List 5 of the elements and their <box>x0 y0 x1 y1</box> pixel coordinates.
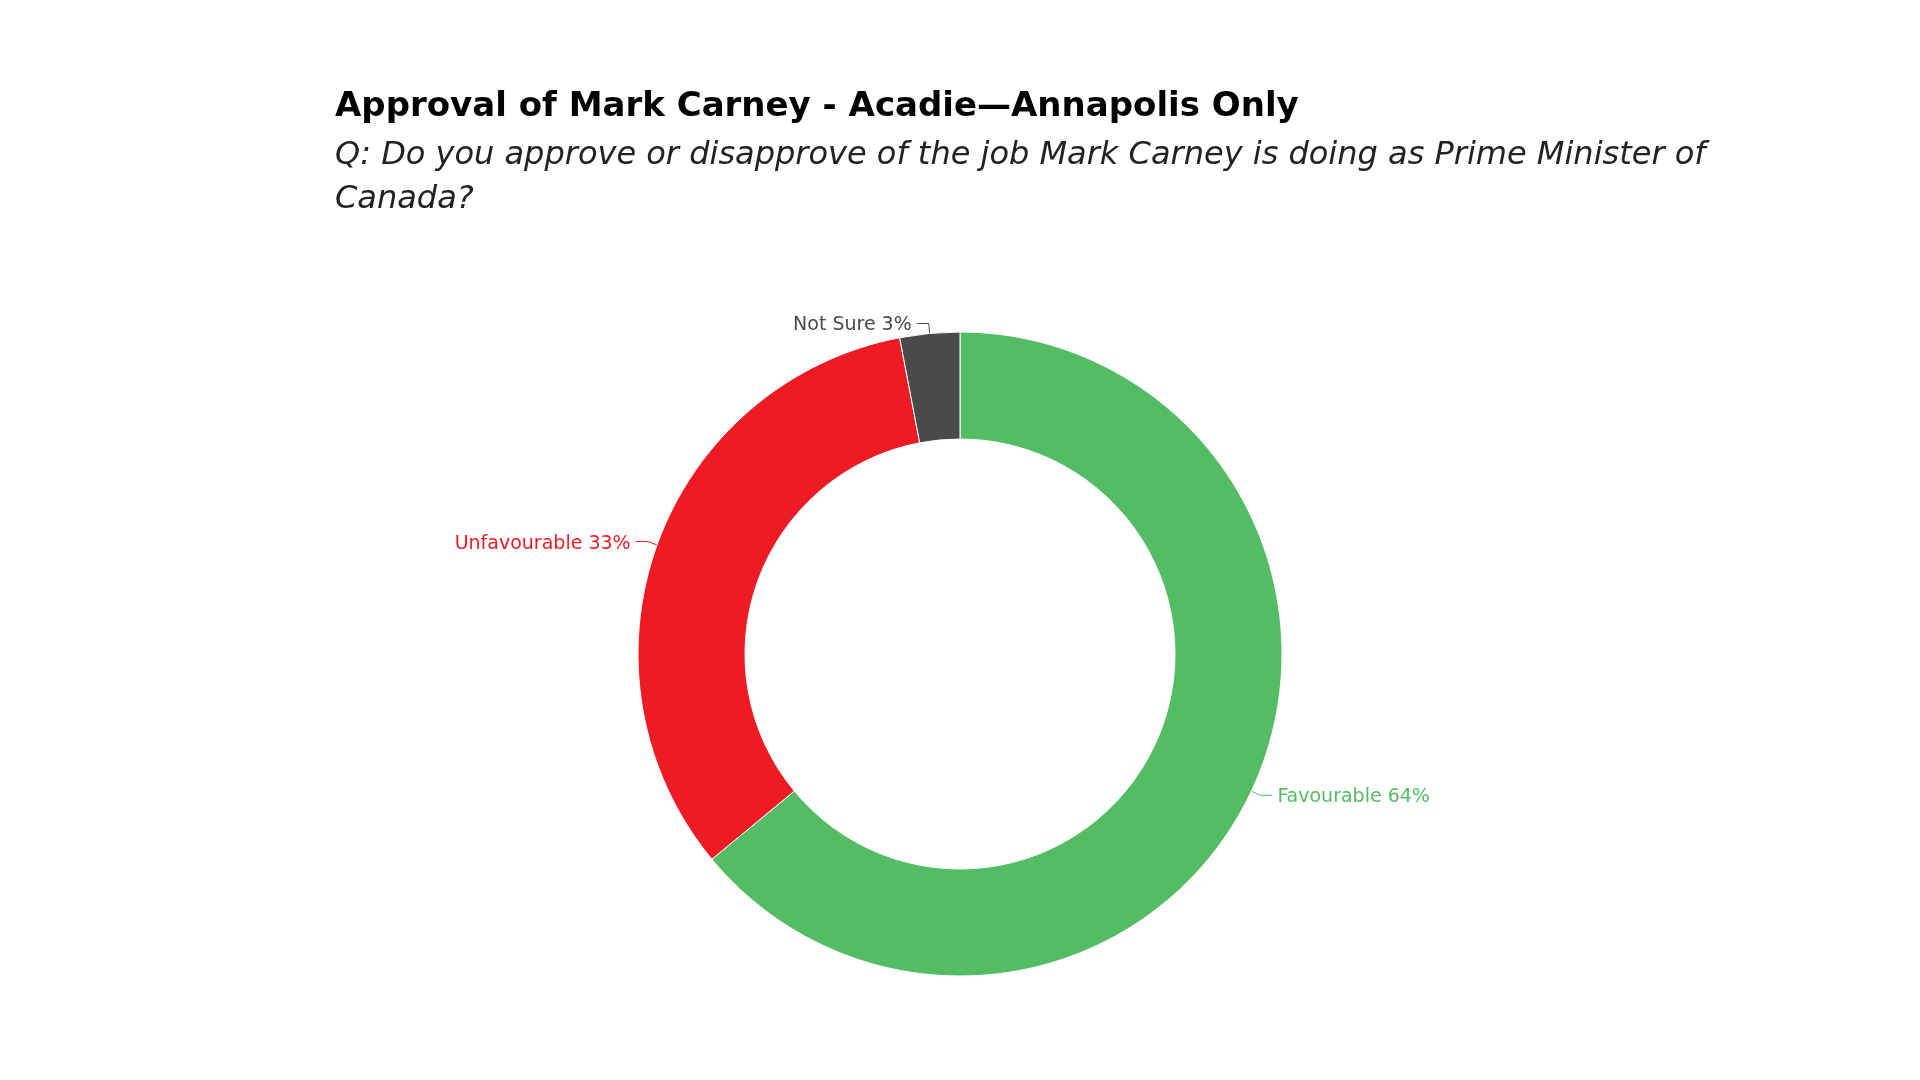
chart-subtitle: Q: Do you approve or disapprove of the job Mark Carney is doing as Prime Minister of Canada? <box>335 134 1716 216</box>
slice-label: Not Sure 3% <box>793 312 912 335</box>
chart-title: Approval of Mark Carney - Acadie—Annapolis Only <box>335 84 1299 124</box>
slice-label: Unfavourable 33% <box>454 530 631 553</box>
slice-label: Favourable 64% <box>1277 784 1430 807</box>
